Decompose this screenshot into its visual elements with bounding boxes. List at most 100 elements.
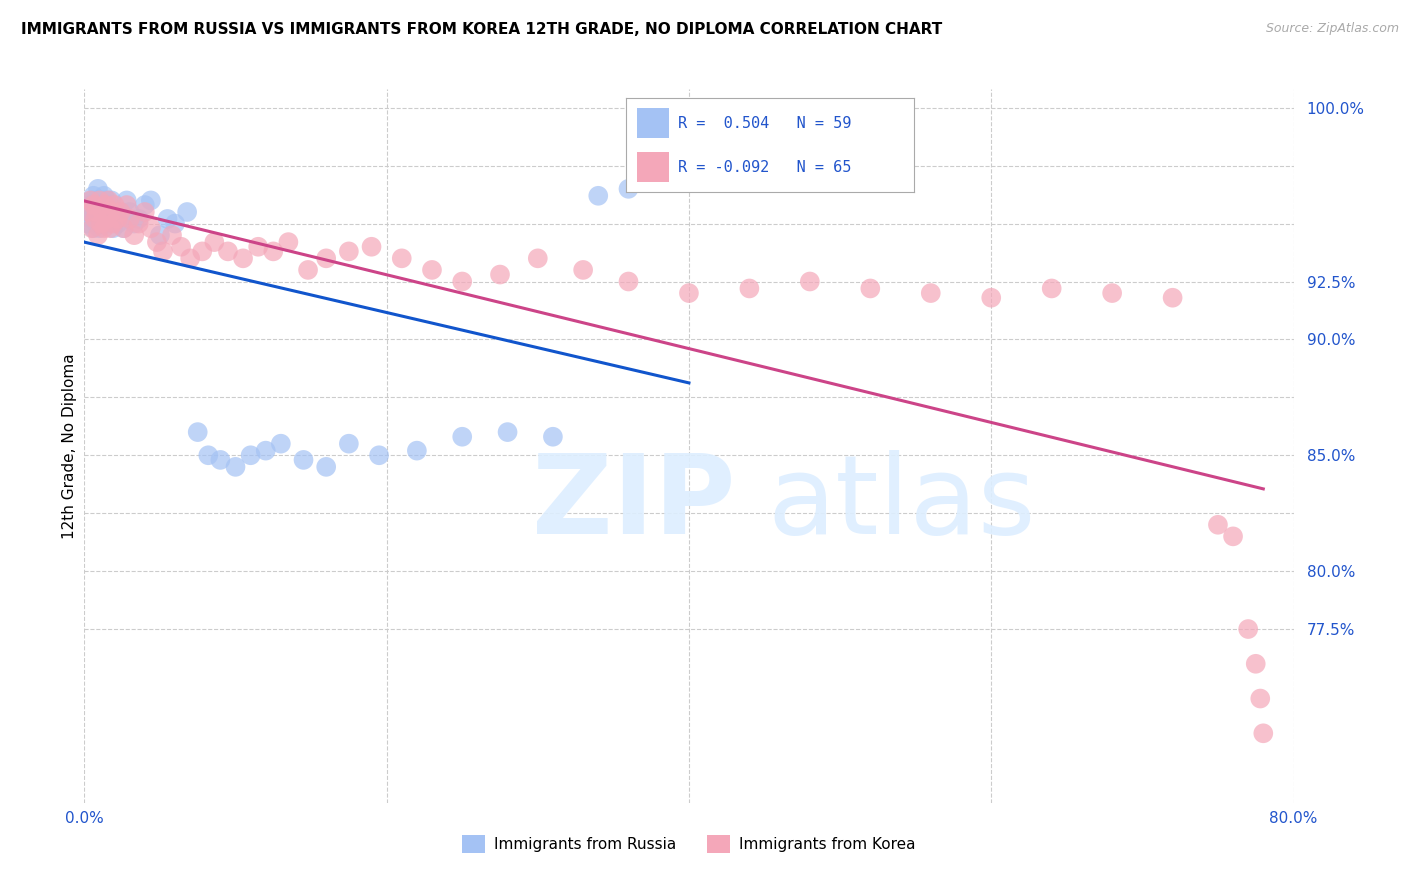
Point [96, 211, 118, 226]
Text: atlas: atlas [768, 450, 1036, 557]
Bar [637, 153, 669, 183]
Point [368, 448, 391, 462]
Point [101, 217, 124, 231]
Point [1161, 291, 1184, 305]
Point [262, 244, 284, 259]
Point [209, 453, 232, 467]
Text: IMMIGRANTS FROM RUSSIA VS IMMIGRANTS FROM KOREA 12TH GRADE, NO DIPLOMA CORRELATI: IMMIGRANTS FROM RUSSIA VS IMMIGRANTS FRO… [21, 22, 942, 37]
Point [170, 240, 193, 254]
Point [315, 252, 337, 266]
Point [91, 205, 114, 219]
Point [489, 268, 512, 282]
Point [134, 205, 156, 219]
Point [1253, 726, 1275, 740]
Point [90, 217, 112, 231]
Point [115, 198, 138, 212]
Point [239, 448, 262, 462]
Point [77, 205, 100, 219]
Point [87, 198, 110, 212]
Point [96, 194, 118, 208]
Point [94, 198, 117, 212]
Text: R = -0.092   N = 65: R = -0.092 N = 65 [678, 160, 851, 175]
Point [100, 205, 122, 219]
Point [79, 198, 101, 212]
Point [90, 205, 112, 219]
Point [89, 194, 111, 208]
Point [1244, 657, 1267, 671]
Text: R =  0.504   N = 59: R = 0.504 N = 59 [678, 116, 851, 131]
Point [128, 211, 150, 226]
Point [527, 252, 550, 266]
Point [115, 194, 138, 208]
Point [232, 252, 254, 266]
Point [86, 194, 108, 208]
Point [139, 221, 162, 235]
Point [160, 228, 183, 243]
Point [84, 211, 107, 226]
Point [588, 188, 610, 202]
Point [179, 252, 201, 266]
Point [82, 221, 104, 235]
Point [1249, 691, 1271, 706]
Point [91, 194, 114, 208]
Text: Source: ZipAtlas.com: Source: ZipAtlas.com [1265, 22, 1399, 36]
Point [156, 211, 179, 226]
Point [118, 211, 141, 226]
Point [247, 240, 270, 254]
Point [165, 217, 187, 231]
Point [217, 244, 239, 259]
Point [87, 228, 110, 243]
Point [118, 205, 141, 219]
Point [980, 291, 1002, 305]
Point [76, 217, 98, 231]
Point [82, 188, 104, 202]
Point [1101, 286, 1123, 301]
Point [1222, 529, 1244, 543]
Point [84, 210, 107, 224]
Point [451, 275, 474, 289]
Point [89, 221, 111, 235]
Point [80, 211, 103, 226]
Point [112, 221, 135, 235]
Point [87, 182, 110, 196]
Point [738, 281, 761, 295]
Legend: Immigrants from Russia, Immigrants from Korea: Immigrants from Russia, Immigrants from … [456, 829, 922, 859]
Point [671, 105, 693, 120]
Point [270, 436, 292, 450]
Point [89, 211, 111, 226]
Point [420, 263, 443, 277]
Point [191, 244, 214, 259]
Point [277, 235, 299, 249]
Point [82, 198, 104, 212]
Point [139, 194, 162, 208]
Point [107, 211, 129, 226]
Text: ZIP: ZIP [531, 450, 735, 557]
Point [496, 425, 519, 439]
Point [1237, 622, 1260, 636]
Point [107, 217, 129, 231]
Point [617, 275, 640, 289]
Y-axis label: 12th Grade, No Diploma: 12th Grade, No Diploma [62, 353, 77, 539]
Point [799, 275, 821, 289]
Point [128, 217, 150, 231]
Point [86, 205, 108, 219]
Point [80, 194, 103, 208]
Point [122, 228, 145, 243]
Point [149, 228, 172, 243]
Point [93, 188, 115, 202]
Point [112, 221, 135, 235]
Point [77, 205, 100, 219]
Point [406, 443, 429, 458]
Point [80, 221, 103, 235]
Point [292, 453, 315, 467]
Point [104, 211, 127, 226]
Point [110, 205, 132, 219]
Point [451, 430, 474, 444]
Point [920, 286, 942, 301]
Point [84, 205, 107, 219]
Point [1206, 517, 1229, 532]
Point [1040, 281, 1063, 295]
Point [91, 217, 114, 231]
Point [101, 221, 124, 235]
Point [93, 198, 115, 212]
